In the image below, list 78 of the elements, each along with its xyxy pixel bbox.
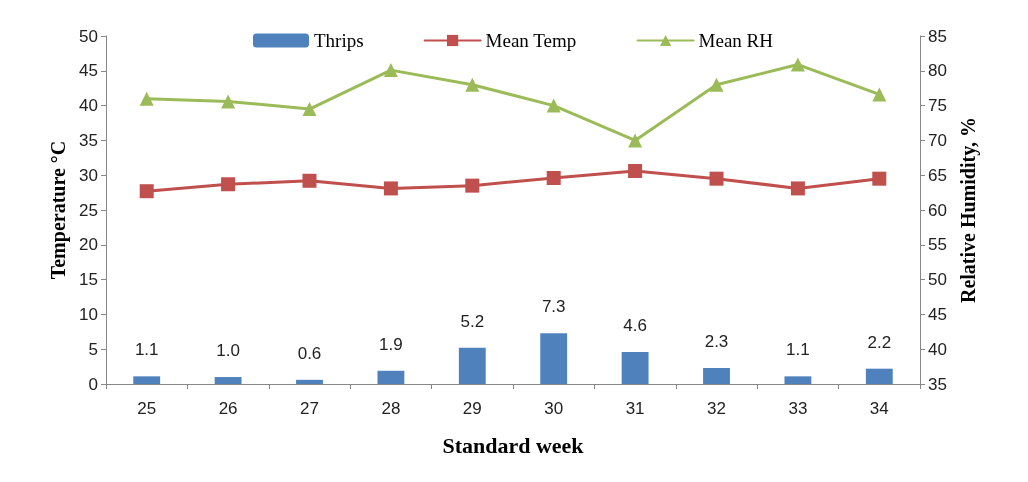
- bar: [703, 367, 730, 384]
- data-label: 1.0: [216, 341, 240, 361]
- bar: [296, 379, 323, 384]
- y-tick-label: 45: [79, 61, 98, 81]
- bar: [214, 377, 242, 384]
- x-tick-label: 27: [300, 399, 319, 418]
- point: [628, 164, 643, 179]
- data-label: 1.1: [134, 340, 159, 360]
- y2-tick-label: 35: [928, 374, 947, 394]
- y2-axis-title: Relative Humidity, %: [957, 116, 980, 304]
- point: [790, 57, 805, 72]
- point: [628, 133, 643, 148]
- data-label: 4.6: [623, 315, 647, 335]
- y-tick-label: 35: [79, 130, 98, 150]
- y-tick-label: 25: [79, 200, 98, 220]
- y2-tick-label: 60: [928, 200, 947, 220]
- bar: [540, 333, 568, 384]
- data-label: 7.3: [541, 297, 566, 317]
- point: [383, 181, 398, 196]
- data-label: 5.2: [460, 311, 485, 331]
- data-label: 1.9: [379, 334, 403, 354]
- bar: [458, 347, 486, 384]
- point: [221, 94, 236, 109]
- data-label: 2.3: [704, 331, 729, 351]
- y2-tick-label: 50: [928, 270, 947, 290]
- x-tick-label: 33: [788, 399, 808, 418]
- x-tick-label: 34: [869, 399, 889, 418]
- x-tick-label: 30: [544, 399, 564, 418]
- x-tick-label: 26: [218, 399, 238, 418]
- point: [709, 77, 724, 92]
- x-tick-label: 28: [381, 399, 401, 418]
- bar: [621, 351, 649, 384]
- point: [546, 98, 561, 113]
- point: [872, 87, 887, 102]
- x-tick-label: 31: [625, 399, 645, 418]
- point: [139, 91, 154, 106]
- x-axis-title: Standard week: [442, 432, 585, 458]
- legend-label: Mean RH: [698, 30, 774, 51]
- y-tick-label: 40: [79, 96, 98, 116]
- y-tick-label: 5: [88, 339, 98, 359]
- point: [872, 171, 887, 186]
- y2-tick-label: 40: [928, 339, 947, 359]
- point: [465, 77, 480, 92]
- x-tick-label: 32: [707, 399, 726, 418]
- y2-tick-label: 85: [928, 26, 947, 46]
- point: [302, 173, 317, 188]
- y2-tick-label: 45: [928, 304, 947, 324]
- point: [546, 170, 561, 185]
- point: [465, 178, 480, 193]
- y2-tick-label: 70: [928, 130, 947, 150]
- point: [221, 177, 236, 192]
- point: [139, 184, 154, 199]
- y-tick-label: 30: [79, 165, 98, 185]
- bar: [865, 368, 893, 384]
- point: [709, 171, 724, 186]
- y2-tick-label: 80: [928, 61, 947, 81]
- legend-label: Mean Temp: [485, 30, 577, 51]
- x-tick-label: 25: [137, 399, 157, 418]
- y-tick-label: 0: [88, 374, 98, 394]
- y2-tick-label: 65: [928, 165, 947, 185]
- y-tick-label: 20: [79, 235, 98, 255]
- y-tick-label: 50: [79, 26, 98, 46]
- point: [790, 181, 805, 196]
- y-axis-title: Temperature °C: [47, 140, 70, 280]
- y2-tick-label: 75: [928, 96, 947, 116]
- x-tick-label: 29: [462, 399, 482, 418]
- point: [302, 102, 317, 117]
- y-tick-label: 10: [79, 304, 98, 324]
- y-tick-label: 15: [79, 270, 98, 290]
- bar: [133, 376, 161, 384]
- data-label: 0.6: [297, 343, 322, 363]
- point: [383, 63, 398, 78]
- y2-tick-label: 55: [928, 235, 947, 255]
- bar: [784, 376, 812, 384]
- data-label: 2.2: [867, 332, 892, 352]
- bar: [377, 370, 405, 384]
- data-label: 1.1: [786, 340, 810, 360]
- legend-label: Thrips: [313, 30, 364, 51]
